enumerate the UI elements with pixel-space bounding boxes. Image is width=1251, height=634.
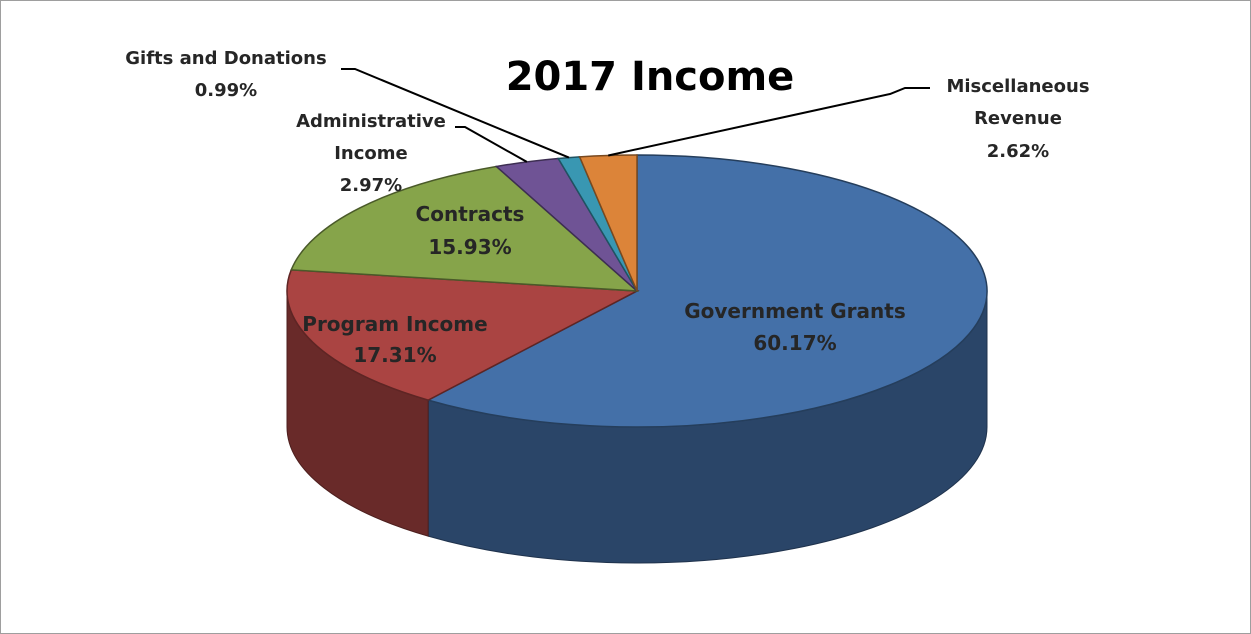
leader-line-administrative-income (455, 126, 528, 163)
pie-slice-contracts (290, 165, 640, 292)
leader-line-miscellaneous-revenue (608, 87, 930, 157)
label-program-income-value: 17.31% (353, 343, 436, 367)
pie-slice-miscellaneous-revenue (578, 154, 638, 292)
leader-lines (341, 68, 930, 163)
label-misc-revenue-name-2: Revenue (974, 108, 1062, 129)
leader-line-gifts-and-donations (341, 68, 570, 159)
chart-title: 2017 Income (506, 54, 795, 100)
pie-top-faces (286, 154, 988, 428)
label-gifts-donations-name: Gifts and Donations (125, 48, 326, 69)
pie-slice-government-grants (426, 154, 988, 428)
label-gifts-donations-value: 0.99% (195, 80, 257, 101)
label-government-grants-value: 60.17% (753, 331, 836, 355)
label-government-grants-name: Government Grants (684, 299, 906, 323)
label-misc-revenue-name-1: Miscellaneous (946, 76, 1089, 97)
label-contracts-value: 15.93% (428, 235, 511, 259)
label-contracts-name: Contracts (416, 202, 525, 226)
label-administrative-income-value: 2.97% (340, 175, 402, 196)
label-misc-revenue-value: 2.62% (987, 141, 1049, 162)
label-program-income-name: Program Income (302, 312, 487, 336)
label-administrative-income-name-2: Income (334, 143, 408, 164)
label-administrative-income-name-1: Administrative (296, 111, 446, 132)
pie-slice-program-income (286, 269, 640, 401)
